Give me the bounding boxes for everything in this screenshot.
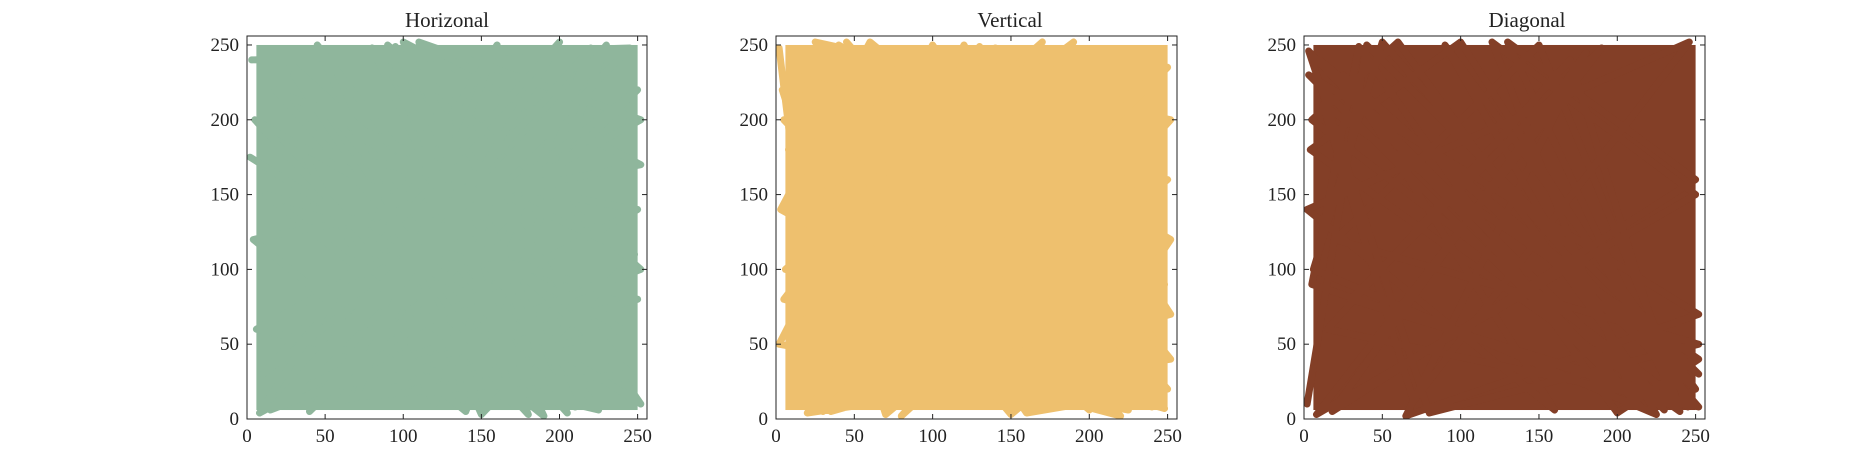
y-tick-label: 150 [740,185,769,206]
y-tick-label: 50 [1277,334,1296,355]
chart-title: Diagonal [1489,8,1566,32]
x-tick-label: 250 [1153,426,1182,447]
y-tick-label: 0 [759,409,769,430]
series-line [775,38,1175,420]
x-tick-label: 100 [389,426,418,447]
y-tick-label: 150 [211,185,240,206]
x-tick-label: 150 [1525,426,1554,447]
panel-diagonal: Diagonal 0 50 100 150 200 250 0 50 100 150 200 250 [1268,8,1710,447]
x-tick-label: 100 [918,426,947,447]
x-tick-label: 100 [1446,426,1475,447]
y-tick-label: 150 [1268,185,1297,206]
chart-title: Vertical [977,8,1042,32]
y-tick-label: 100 [740,259,769,280]
x-tick-label: 0 [771,426,781,447]
x-tick-label: 200 [1075,426,1104,447]
axes-box [775,35,1178,420]
series-line [246,38,645,420]
x-tick-label: 200 [1603,426,1632,447]
x-tick-label: 50 [1373,426,1392,447]
y-tick-label: 250 [740,35,769,56]
x-tick-label: 0 [242,426,252,447]
y-tick-label: 100 [1268,259,1297,280]
x-tick-label: 50 [845,426,864,447]
y-tick-label: 50 [220,334,239,355]
x-tick-label: 50 [316,426,335,447]
axes-box [1303,35,1706,420]
y-tick-label: 100 [211,259,240,280]
y-tick-label: 200 [211,110,240,131]
panel-vertical: Vertical 0 50 100 150 200 250 0 50 100 150 200 250 [740,8,1182,447]
x-tick-label: 250 [623,426,652,447]
y-tick-label: 250 [1268,35,1297,56]
y-tick-label: 0 [230,409,240,430]
axes-box [246,35,648,420]
y-tick-label: 250 [211,35,240,56]
y-tick-label: 0 [1287,409,1297,430]
chart-title: Horizonal [405,8,489,32]
x-tick-label: 0 [1299,426,1309,447]
x-tick-label: 150 [997,426,1026,447]
x-tick-label: 200 [545,426,574,447]
series-line [1303,38,1703,420]
y-tick-label: 200 [740,110,769,131]
panel-horizonal: Horizonal 0 50 100 150 200 250 0 50 100 150 200 250 [211,8,652,447]
y-tick-label: 200 [1268,110,1297,131]
y-tick-label: 50 [749,334,768,355]
x-tick-label: 250 [1681,426,1710,447]
x-tick-label: 150 [467,426,496,447]
